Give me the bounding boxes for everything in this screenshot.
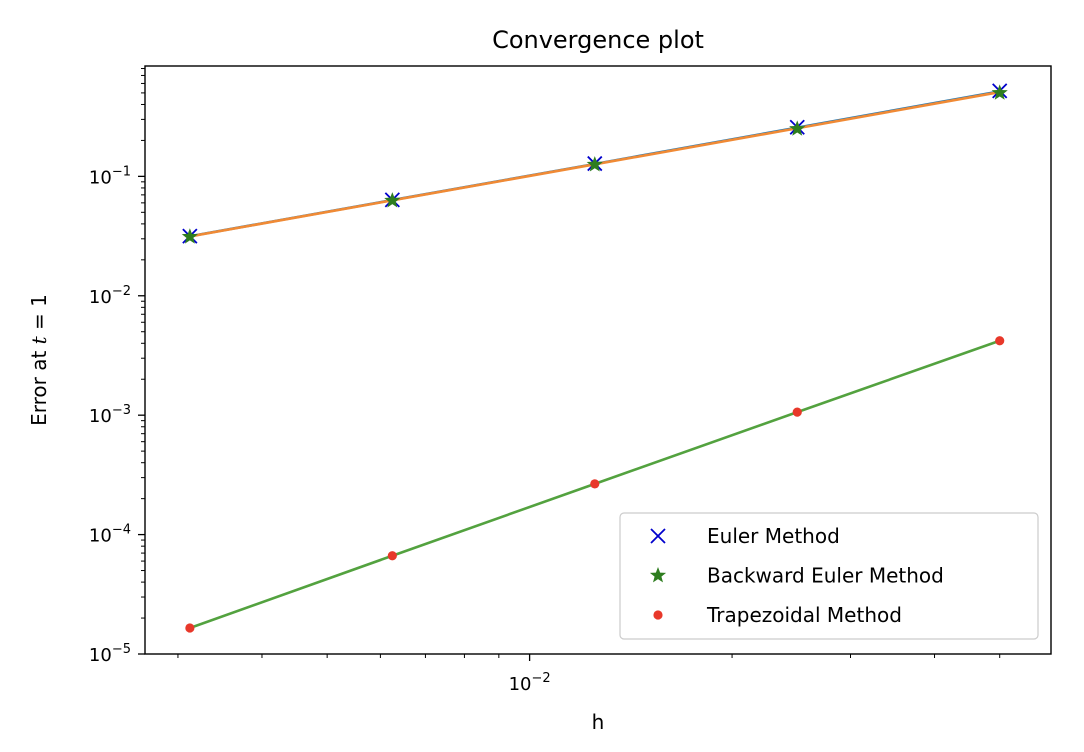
legend-marker-euler-method (650, 528, 666, 544)
legend-label-euler-method: Euler Method (707, 524, 840, 548)
marker-backward-euler-method-5 (991, 84, 1008, 100)
marker-trapezoidal-method-4 (792, 407, 802, 417)
plot-frame (144, 65, 1052, 655)
marker-backward-euler-method-2 (384, 192, 401, 208)
y-axis-ticks: 10−5 10−4 10−3 10−2 10−1 (89, 68, 145, 666)
x-axis-label: h (592, 710, 605, 734)
x-tick-label: 10−2 (509, 671, 551, 695)
y-axis-label-var: t (27, 335, 51, 344)
legend-label-backward-euler-method: Backward Euler Method (707, 564, 944, 588)
y-tick-label: 10−1 (89, 164, 131, 188)
legend-marker-trapezoidal-method (653, 610, 663, 620)
marker-backward-euler-method-3 (586, 156, 603, 172)
y-tick-label: 10−3 (89, 403, 131, 427)
y-tick-label: 10−4 (89, 523, 131, 547)
marker-backward-euler-method-4 (789, 120, 806, 136)
marker-trapezoidal-method-3 (590, 479, 600, 489)
legend-label-trapezoidal-method: Trapezoidal Method (706, 603, 902, 627)
marker-trapezoidal-method-5 (995, 336, 1005, 346)
legend-marker-backward-euler-method (649, 567, 667, 583)
x-axis-ticks: 10−2 (177, 654, 1001, 695)
legend: Euler Method Backward Euler Method Trapezo… (619, 512, 1039, 640)
y-axis-label-prefix: Error at (27, 344, 51, 426)
y-tick-label: 10−2 (89, 284, 131, 308)
marker-backward-euler-method-1 (181, 228, 198, 244)
y-axis-label: Error at t = 1 (27, 294, 51, 426)
y-tick-label: 10−5 (89, 642, 131, 666)
marker-trapezoidal-method-2 (387, 551, 397, 561)
marker-trapezoidal-method-1 (185, 623, 195, 633)
y-axis-label-suffix: = 1 (27, 294, 51, 336)
data-markers (181, 83, 1008, 633)
legend-box (619, 512, 1039, 640)
chart-title: Convergence plot (492, 26, 704, 54)
